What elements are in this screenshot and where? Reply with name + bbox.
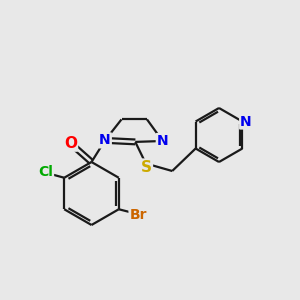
Text: S: S bbox=[141, 160, 152, 175]
Text: N: N bbox=[99, 134, 111, 147]
Text: N: N bbox=[240, 115, 252, 128]
Text: Cl: Cl bbox=[38, 165, 53, 179]
Text: Br: Br bbox=[130, 208, 147, 222]
Text: O: O bbox=[64, 136, 77, 151]
Text: N: N bbox=[157, 134, 168, 148]
